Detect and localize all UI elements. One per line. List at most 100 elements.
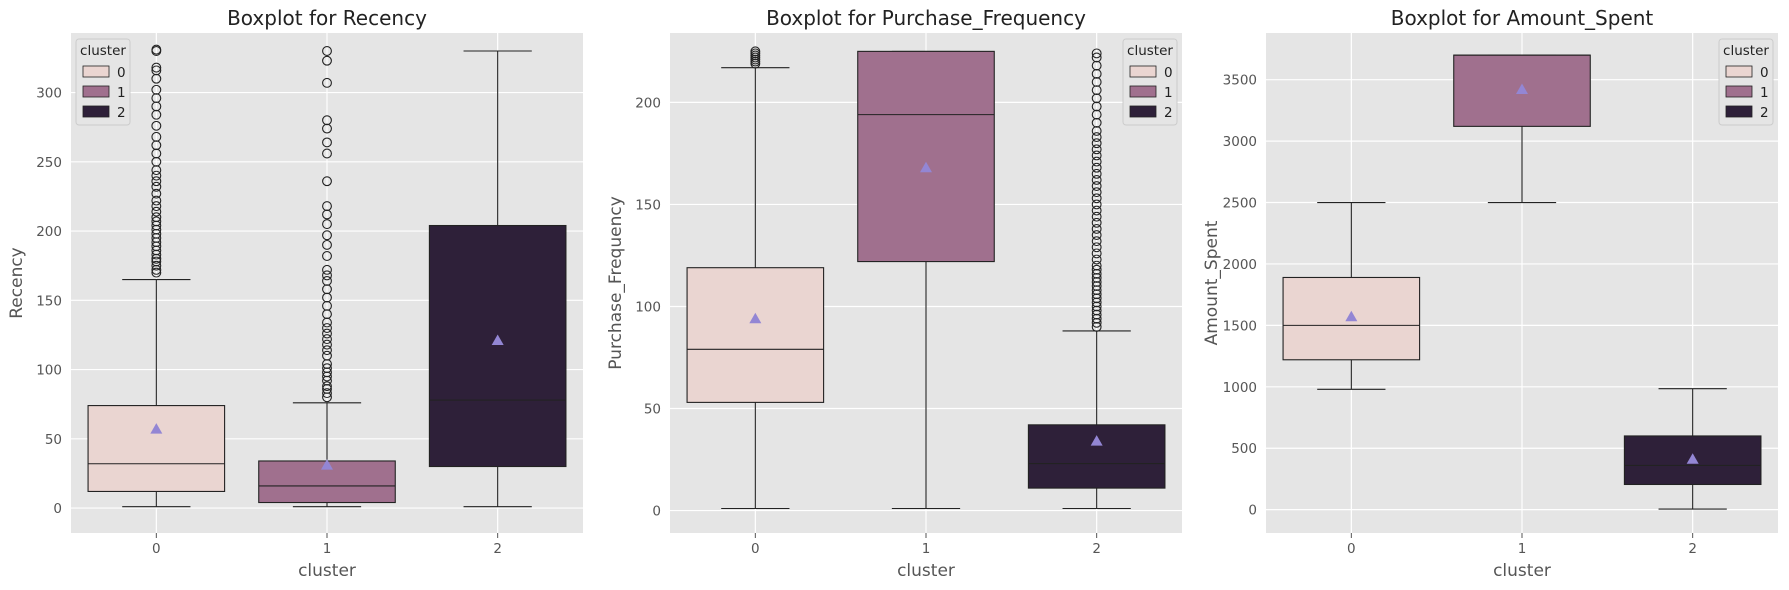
legend-swatch xyxy=(82,65,110,78)
outlier-point xyxy=(322,264,332,275)
legend-title: cluster xyxy=(80,43,126,59)
x-tick-label: 1 xyxy=(1518,541,1527,557)
x-tick-label: 2 xyxy=(493,541,502,557)
outlier-point xyxy=(322,115,332,126)
iqr-box xyxy=(686,267,825,403)
mean-marker xyxy=(1686,453,1699,464)
legend-title: cluster xyxy=(1127,43,1173,59)
x-axis-label: cluster xyxy=(298,561,356,581)
outlier-point xyxy=(151,181,162,192)
outlier-point xyxy=(151,216,162,227)
chart-title: Boxplot for Recency xyxy=(227,6,427,30)
y-tick-label: 50 xyxy=(644,402,661,418)
box-cluster-0 xyxy=(686,46,825,510)
outlier-point xyxy=(322,323,332,333)
y-axis-label: Recency xyxy=(7,247,27,319)
mean-marker xyxy=(1345,310,1358,322)
outlier-point xyxy=(1091,223,1102,234)
outlier-point xyxy=(1091,217,1102,228)
outlier-point xyxy=(1091,268,1102,279)
mean-marker xyxy=(491,334,504,345)
y-tick-label: 200 xyxy=(36,224,62,240)
outlier-point xyxy=(1091,205,1102,216)
outlier-point xyxy=(1091,313,1102,324)
outlier-point xyxy=(1091,132,1102,143)
outlier-point xyxy=(1091,305,1102,316)
legend-entry: 2 xyxy=(1164,105,1173,121)
outlier-point xyxy=(151,62,162,73)
outlier-point xyxy=(1091,52,1102,63)
legend-entry: 1 xyxy=(1164,85,1173,101)
outlier-point xyxy=(1091,293,1102,304)
legend-swatch xyxy=(1129,65,1157,78)
y-axis-label: Amount_Spent xyxy=(1202,220,1222,345)
y-tick-label: 0 xyxy=(652,504,661,520)
box-cluster-2 xyxy=(1623,388,1762,510)
outlier-point xyxy=(151,170,162,181)
outlier-point xyxy=(322,388,332,399)
legend-swatch xyxy=(1129,85,1157,98)
outlier-point xyxy=(151,260,162,271)
outlier-point xyxy=(322,350,332,361)
mean-marker xyxy=(321,459,333,470)
y-tick-label: 100 xyxy=(635,299,661,315)
outlier-point xyxy=(1091,264,1102,275)
y-tick-label: 100 xyxy=(36,363,62,379)
outlier-point xyxy=(322,46,332,56)
box-cluster-1 xyxy=(258,46,396,508)
legend-entry: 0 xyxy=(1760,65,1769,81)
y-tick-label: 200 xyxy=(635,95,661,111)
outlier-point xyxy=(1091,77,1102,87)
iqr-box xyxy=(87,405,226,492)
outlier-point xyxy=(322,328,332,339)
y-tick-label: 0 xyxy=(1248,503,1257,519)
outlier-point xyxy=(1091,309,1102,320)
y-tick-label: 300 xyxy=(36,86,62,102)
outlier-point xyxy=(322,363,332,374)
x-axis-label: cluster xyxy=(1493,561,1551,581)
outlier-point xyxy=(151,201,162,212)
chart-panel-1: 0 50 100 150 200 0 1 2 Boxplot for Purchase_Freq… xyxy=(606,6,1182,581)
outlier-point xyxy=(1091,48,1102,59)
legend-entry: 2 xyxy=(1760,105,1769,121)
y-tick-label: 0 xyxy=(53,501,62,517)
y-tick-label: 3500 xyxy=(1223,73,1257,89)
mean-marker xyxy=(920,161,932,173)
legend-entry: 0 xyxy=(1164,65,1173,81)
box-cluster-0 xyxy=(87,44,226,508)
outlier-point xyxy=(1091,85,1102,96)
legend: cluster 0 1 2 xyxy=(1122,38,1178,126)
outlier-point xyxy=(322,230,332,241)
outlier-point xyxy=(322,239,332,250)
outlier-point xyxy=(1091,174,1102,185)
y-tick-label: 3000 xyxy=(1223,134,1257,150)
outlier-point xyxy=(1091,317,1102,328)
legend-swatch xyxy=(82,85,110,98)
outlier-point xyxy=(151,65,162,76)
outlier-point xyxy=(1091,248,1102,259)
outlier-point xyxy=(1091,260,1102,271)
outlier-point xyxy=(322,201,332,212)
y-tick-label: 50 xyxy=(45,432,62,448)
y-axis-label: Purchase_Frequency xyxy=(606,196,626,370)
y-tick-label: 150 xyxy=(635,197,661,213)
legend-title: cluster xyxy=(1723,43,1769,59)
outlier-point xyxy=(1091,211,1102,222)
y-tick-label: 1000 xyxy=(1223,380,1257,396)
outlier-point xyxy=(1091,236,1102,247)
outlier-point xyxy=(1091,126,1102,136)
outlier-point xyxy=(322,251,332,261)
outlier-point xyxy=(322,219,332,230)
x-axis-label: cluster xyxy=(897,561,955,581)
outlier-point xyxy=(1091,285,1102,296)
outlier-point xyxy=(1091,242,1102,253)
x-tick-label: 0 xyxy=(1347,541,1356,557)
outlier-point xyxy=(1091,168,1102,179)
outlier-point xyxy=(1091,150,1102,161)
outlier-point xyxy=(151,188,162,199)
legend-entry: 2 xyxy=(117,105,126,121)
mean-marker xyxy=(1516,83,1528,95)
outlier-point xyxy=(151,120,162,131)
outlier-point xyxy=(1091,272,1102,283)
